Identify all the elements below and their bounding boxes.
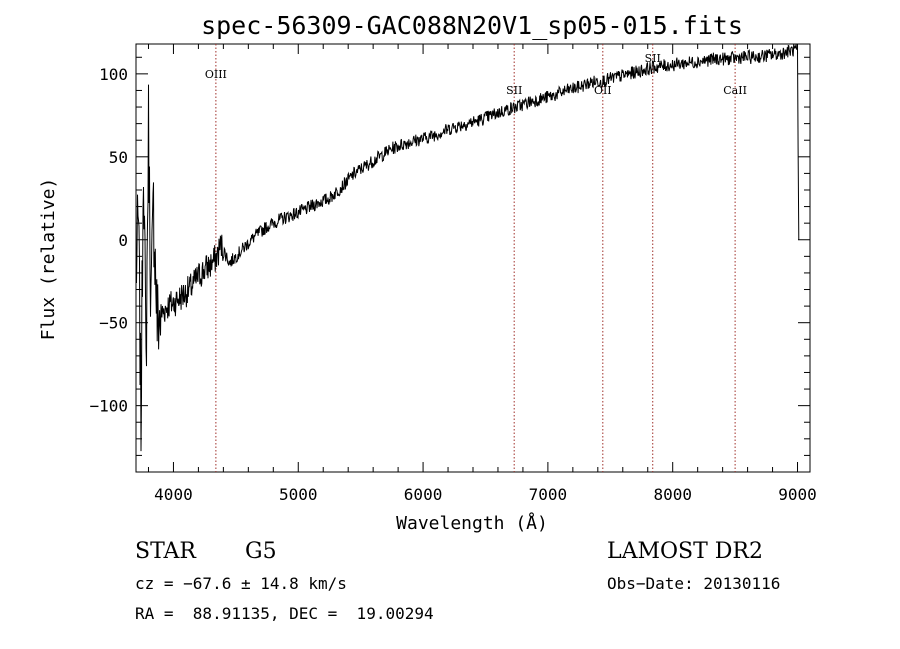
object-class: STAR [135, 539, 196, 564]
x-tick-label: 9000 [778, 485, 817, 504]
x-axis-label: Wavelength (Å) [396, 512, 548, 534]
x-tick-label: 5000 [279, 485, 318, 504]
y-axis-label: Flux (relative) [38, 178, 59, 341]
chart-title: spec-56309-GAC088N20V1_sp05-015.fits [201, 11, 743, 40]
coordinates: RA = 88.91135, DEC = 19.00294 [135, 604, 434, 623]
axis-ticks: 4000 5000 6000 7000 8000 9000 −100 −50 0 50 100 [89, 44, 817, 504]
survey-name: LAMOST DR2 [607, 539, 763, 564]
line-marker-label: SII [506, 84, 522, 97]
line-marker-label: CaII [723, 84, 747, 97]
y-tick-label: 100 [99, 65, 128, 84]
line-marker-label: OII [594, 84, 612, 97]
y-tick-label: 50 [109, 148, 128, 167]
spectrum-line [135, 43, 800, 452]
plot-frame [135, 43, 811, 473]
x-tick-label: 6000 [404, 485, 443, 504]
y-tick-label: −50 [99, 314, 128, 333]
y-tick-label: 0 [118, 231, 128, 250]
line-marker-label: SII [645, 52, 661, 65]
redshift-text: cz = −67.6 ± 14.8 km/s [135, 574, 347, 593]
y-tick-label: −100 [89, 397, 128, 416]
x-tick-label: 4000 [154, 485, 193, 504]
x-tick-label: 8000 [653, 485, 692, 504]
emission-line-markers: OIII SII OII SII CaII [205, 44, 747, 472]
obs-date: Obs−Date: 20130116 [607, 574, 781, 593]
x-tick-label: 7000 [529, 485, 568, 504]
subclass: G5 [245, 539, 277, 564]
line-marker-label: OIII [205, 68, 227, 81]
